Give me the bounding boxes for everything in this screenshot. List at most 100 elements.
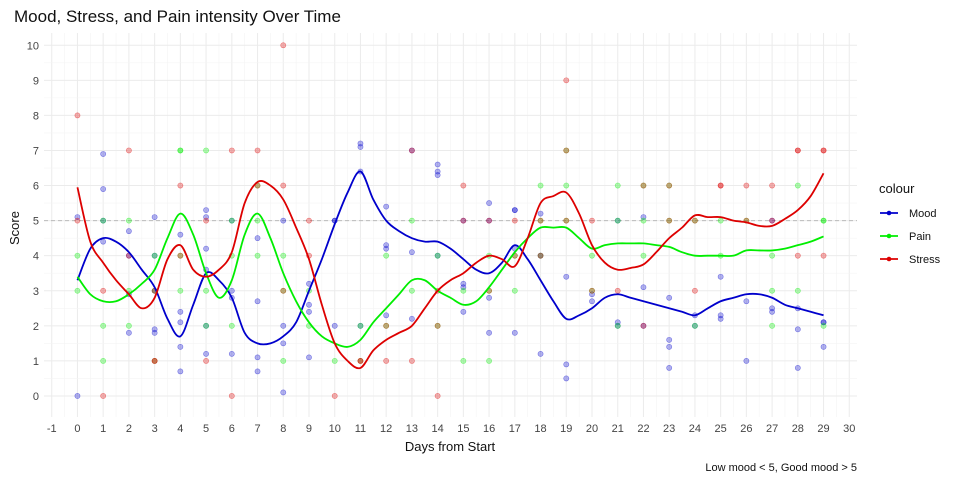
data-point-stress bbox=[74, 112, 81, 119]
data-point-pain bbox=[666, 217, 673, 224]
data-point-pain bbox=[74, 287, 81, 294]
data-point-mood bbox=[666, 343, 673, 350]
data-point-stress bbox=[563, 217, 570, 224]
x-tick-label: 20 bbox=[586, 423, 598, 435]
data-point-stress bbox=[177, 182, 184, 189]
data-point-mood bbox=[177, 308, 184, 315]
data-point-mood bbox=[383, 312, 390, 319]
data-point-pain bbox=[228, 322, 235, 329]
data-point-pain bbox=[254, 252, 261, 259]
data-point-mood bbox=[640, 214, 647, 221]
data-point-mood bbox=[254, 235, 261, 242]
data-point-mood bbox=[280, 322, 287, 329]
data-point-stress bbox=[743, 182, 750, 189]
data-point-mood bbox=[177, 343, 184, 350]
data-point-stress bbox=[409, 357, 415, 364]
data-point-mood bbox=[769, 308, 775, 315]
x-tick-label: 3 bbox=[152, 423, 158, 435]
data-point-stress bbox=[640, 322, 647, 329]
data-point-stress bbox=[100, 287, 107, 294]
data-point-mood bbox=[460, 308, 467, 315]
data-point-mood bbox=[409, 249, 415, 256]
data-point-stress bbox=[151, 357, 158, 364]
data-point-mood bbox=[409, 147, 415, 154]
data-point-stress bbox=[640, 182, 647, 189]
y-tick-label: 0 bbox=[33, 391, 39, 403]
y-tick-label: 8 bbox=[33, 110, 39, 122]
data-point-stress bbox=[254, 147, 261, 154]
data-point-pain bbox=[794, 182, 801, 189]
data-point-stress bbox=[357, 357, 364, 364]
data-point-pain bbox=[769, 252, 775, 259]
data-point-mood bbox=[357, 322, 364, 329]
data-point-pain bbox=[126, 322, 132, 329]
data-point-stress bbox=[460, 182, 467, 189]
data-point-mood bbox=[434, 172, 441, 178]
x-tick-label: 15 bbox=[457, 423, 469, 435]
data-point-pain bbox=[74, 252, 81, 259]
data-point-mood bbox=[228, 217, 235, 224]
data-point-pain bbox=[280, 357, 287, 364]
data-point-mood bbox=[511, 329, 518, 336]
data-point-mood bbox=[203, 322, 209, 329]
data-point-mood bbox=[126, 329, 132, 336]
data-point-mood bbox=[306, 354, 312, 361]
data-point-stress bbox=[74, 217, 81, 224]
data-point-pain bbox=[537, 182, 544, 189]
data-point-pain bbox=[589, 287, 595, 294]
data-point-stress bbox=[820, 252, 827, 259]
x-tick-label: 0 bbox=[74, 423, 80, 435]
legend-key-point-mood bbox=[886, 210, 892, 216]
data-point-mood bbox=[614, 319, 621, 326]
data-point-stress bbox=[589, 287, 595, 294]
data-point-stress bbox=[589, 217, 595, 224]
data-point-pain bbox=[228, 217, 235, 224]
data-point-mood bbox=[434, 252, 441, 259]
smooth-lines bbox=[76, 170, 825, 370]
data-point-pain bbox=[383, 252, 390, 259]
data-point-mood bbox=[511, 207, 518, 213]
data-point-mood bbox=[383, 242, 390, 249]
data-point-stress bbox=[563, 147, 570, 154]
x-tick-label: 25 bbox=[715, 423, 727, 435]
data-point-pain bbox=[409, 217, 415, 224]
data-point-mood bbox=[486, 294, 492, 301]
data-point-mood bbox=[769, 305, 775, 312]
x-tick-label: 1 bbox=[100, 423, 106, 435]
data-point-mood bbox=[383, 245, 390, 252]
data-point-mood bbox=[614, 217, 621, 224]
data-point-mood bbox=[666, 365, 673, 371]
data-point-stress bbox=[820, 147, 827, 154]
data-point-pain bbox=[820, 322, 827, 329]
data-point-pain bbox=[769, 287, 775, 294]
data-point-stress bbox=[434, 322, 441, 329]
data-point-pain bbox=[203, 322, 209, 329]
data-point-pain bbox=[280, 252, 287, 259]
data-point-stress bbox=[331, 393, 338, 399]
legend-title: colour bbox=[879, 181, 915, 196]
data-point-pain bbox=[820, 217, 827, 224]
data-point-pain bbox=[203, 287, 209, 294]
data-point-mood bbox=[254, 368, 261, 375]
data-point-stress bbox=[383, 322, 390, 329]
x-tick-label: -1 bbox=[47, 423, 57, 435]
data-point-mood bbox=[357, 144, 364, 150]
y-tick-label: 10 bbox=[27, 40, 39, 52]
data-point-mood bbox=[280, 217, 287, 224]
data-point-mood bbox=[563, 273, 570, 280]
data-point-pain bbox=[537, 252, 544, 259]
data-point-pain bbox=[589, 252, 595, 259]
data-point-stress bbox=[717, 182, 724, 189]
data-point-mood bbox=[820, 319, 827, 326]
data-point-stress bbox=[228, 147, 235, 154]
x-tick-label: 10 bbox=[329, 423, 341, 435]
data-point-mood bbox=[280, 340, 287, 347]
data-point-mood bbox=[100, 217, 107, 224]
data-point-stress bbox=[794, 147, 801, 154]
x-tick-label: 11 bbox=[355, 423, 366, 435]
x-tick-label: 29 bbox=[817, 423, 829, 435]
legend-key-point-stress bbox=[886, 256, 892, 262]
data-point-mood bbox=[666, 294, 673, 301]
data-point-mood bbox=[151, 326, 158, 333]
data-point-mood bbox=[460, 280, 467, 287]
